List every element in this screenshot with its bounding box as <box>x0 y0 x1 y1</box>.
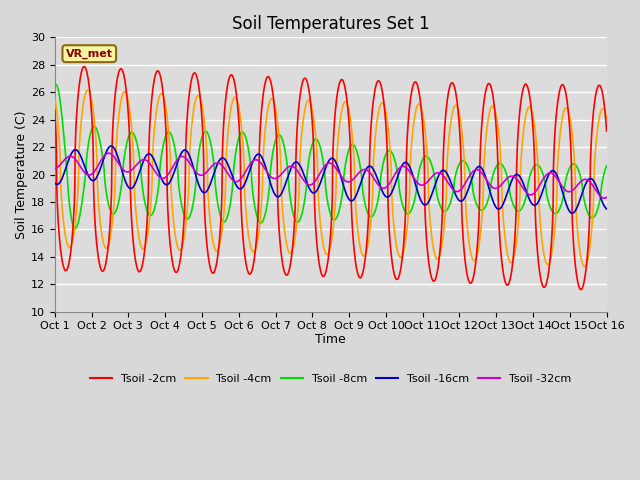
Tsoil -32cm <box>532 188 540 193</box>
Tsoil -8cm <box>533 162 541 168</box>
Line: Tsoil -2cm: Tsoil -2cm <box>55 67 607 289</box>
Tsoil -2cm <box>114 73 122 79</box>
Tsoil -4cm <box>51 95 59 100</box>
Tsoil -2cm <box>147 109 154 115</box>
Tsoil -32cm <box>600 195 608 201</box>
Tsoil -4cm <box>84 87 92 93</box>
Tsoil -2cm <box>577 287 585 292</box>
Tsoil -8cm <box>147 213 155 218</box>
Tsoil -8cm <box>287 198 294 204</box>
Tsoil -2cm <box>532 236 540 241</box>
Legend: Tsoil -2cm, Tsoil -4cm, Tsoil -8cm, Tsoil -16cm, Tsoil -32cm: Tsoil -2cm, Tsoil -4cm, Tsoil -8cm, Tsoi… <box>86 370 576 388</box>
Line: Tsoil -32cm: Tsoil -32cm <box>55 153 607 198</box>
Tsoil -8cm <box>51 84 59 90</box>
Tsoil -16cm <box>568 210 576 216</box>
Tsoil -2cm <box>51 108 59 113</box>
Tsoil -16cm <box>592 183 600 189</box>
Tsoil -16cm <box>147 152 154 157</box>
Tsoil -2cm <box>81 64 88 70</box>
Tsoil -32cm <box>287 163 294 169</box>
Tsoil -16cm <box>532 202 540 207</box>
Tsoil -8cm <box>114 202 122 207</box>
Tsoil -16cm <box>262 167 270 173</box>
Tsoil -2cm <box>592 90 600 96</box>
Tsoil -16cm <box>287 167 294 172</box>
Title: Soil Temperatures Set 1: Soil Temperatures Set 1 <box>232 15 429 33</box>
Tsoil -4cm <box>603 115 611 121</box>
Tsoil -32cm <box>147 162 154 168</box>
Tsoil -8cm <box>263 204 271 210</box>
Tsoil -4cm <box>532 142 540 147</box>
X-axis label: Time: Time <box>316 333 346 346</box>
Tsoil -8cm <box>592 211 600 216</box>
Text: VR_met: VR_met <box>66 48 113 59</box>
Tsoil -8cm <box>71 226 79 231</box>
Tsoil -32cm <box>603 194 611 200</box>
Tsoil -4cm <box>287 251 294 256</box>
Tsoil -32cm <box>114 159 122 165</box>
Tsoil -2cm <box>262 75 270 81</box>
Line: Tsoil -4cm: Tsoil -4cm <box>55 90 607 266</box>
Tsoil -16cm <box>51 180 59 186</box>
Tsoil -4cm <box>592 139 600 145</box>
Tsoil -16cm <box>114 154 122 160</box>
Tsoil -16cm <box>603 206 611 212</box>
Tsoil -2cm <box>603 128 611 134</box>
Tsoil -32cm <box>262 168 270 174</box>
Tsoil -4cm <box>114 122 122 128</box>
Tsoil -4cm <box>147 204 154 210</box>
Tsoil -32cm <box>592 188 600 193</box>
Line: Tsoil -16cm: Tsoil -16cm <box>55 146 607 213</box>
Line: Tsoil -8cm: Tsoil -8cm <box>55 84 607 228</box>
Y-axis label: Soil Temperature (C): Soil Temperature (C) <box>15 110 28 239</box>
Tsoil -2cm <box>287 261 294 267</box>
Tsoil -4cm <box>262 115 270 120</box>
Tsoil -16cm <box>108 143 115 149</box>
Tsoil -32cm <box>51 166 59 171</box>
Tsoil -8cm <box>603 163 611 169</box>
Tsoil -8cm <box>52 82 60 87</box>
Tsoil -4cm <box>580 264 588 269</box>
Tsoil -32cm <box>105 150 113 156</box>
